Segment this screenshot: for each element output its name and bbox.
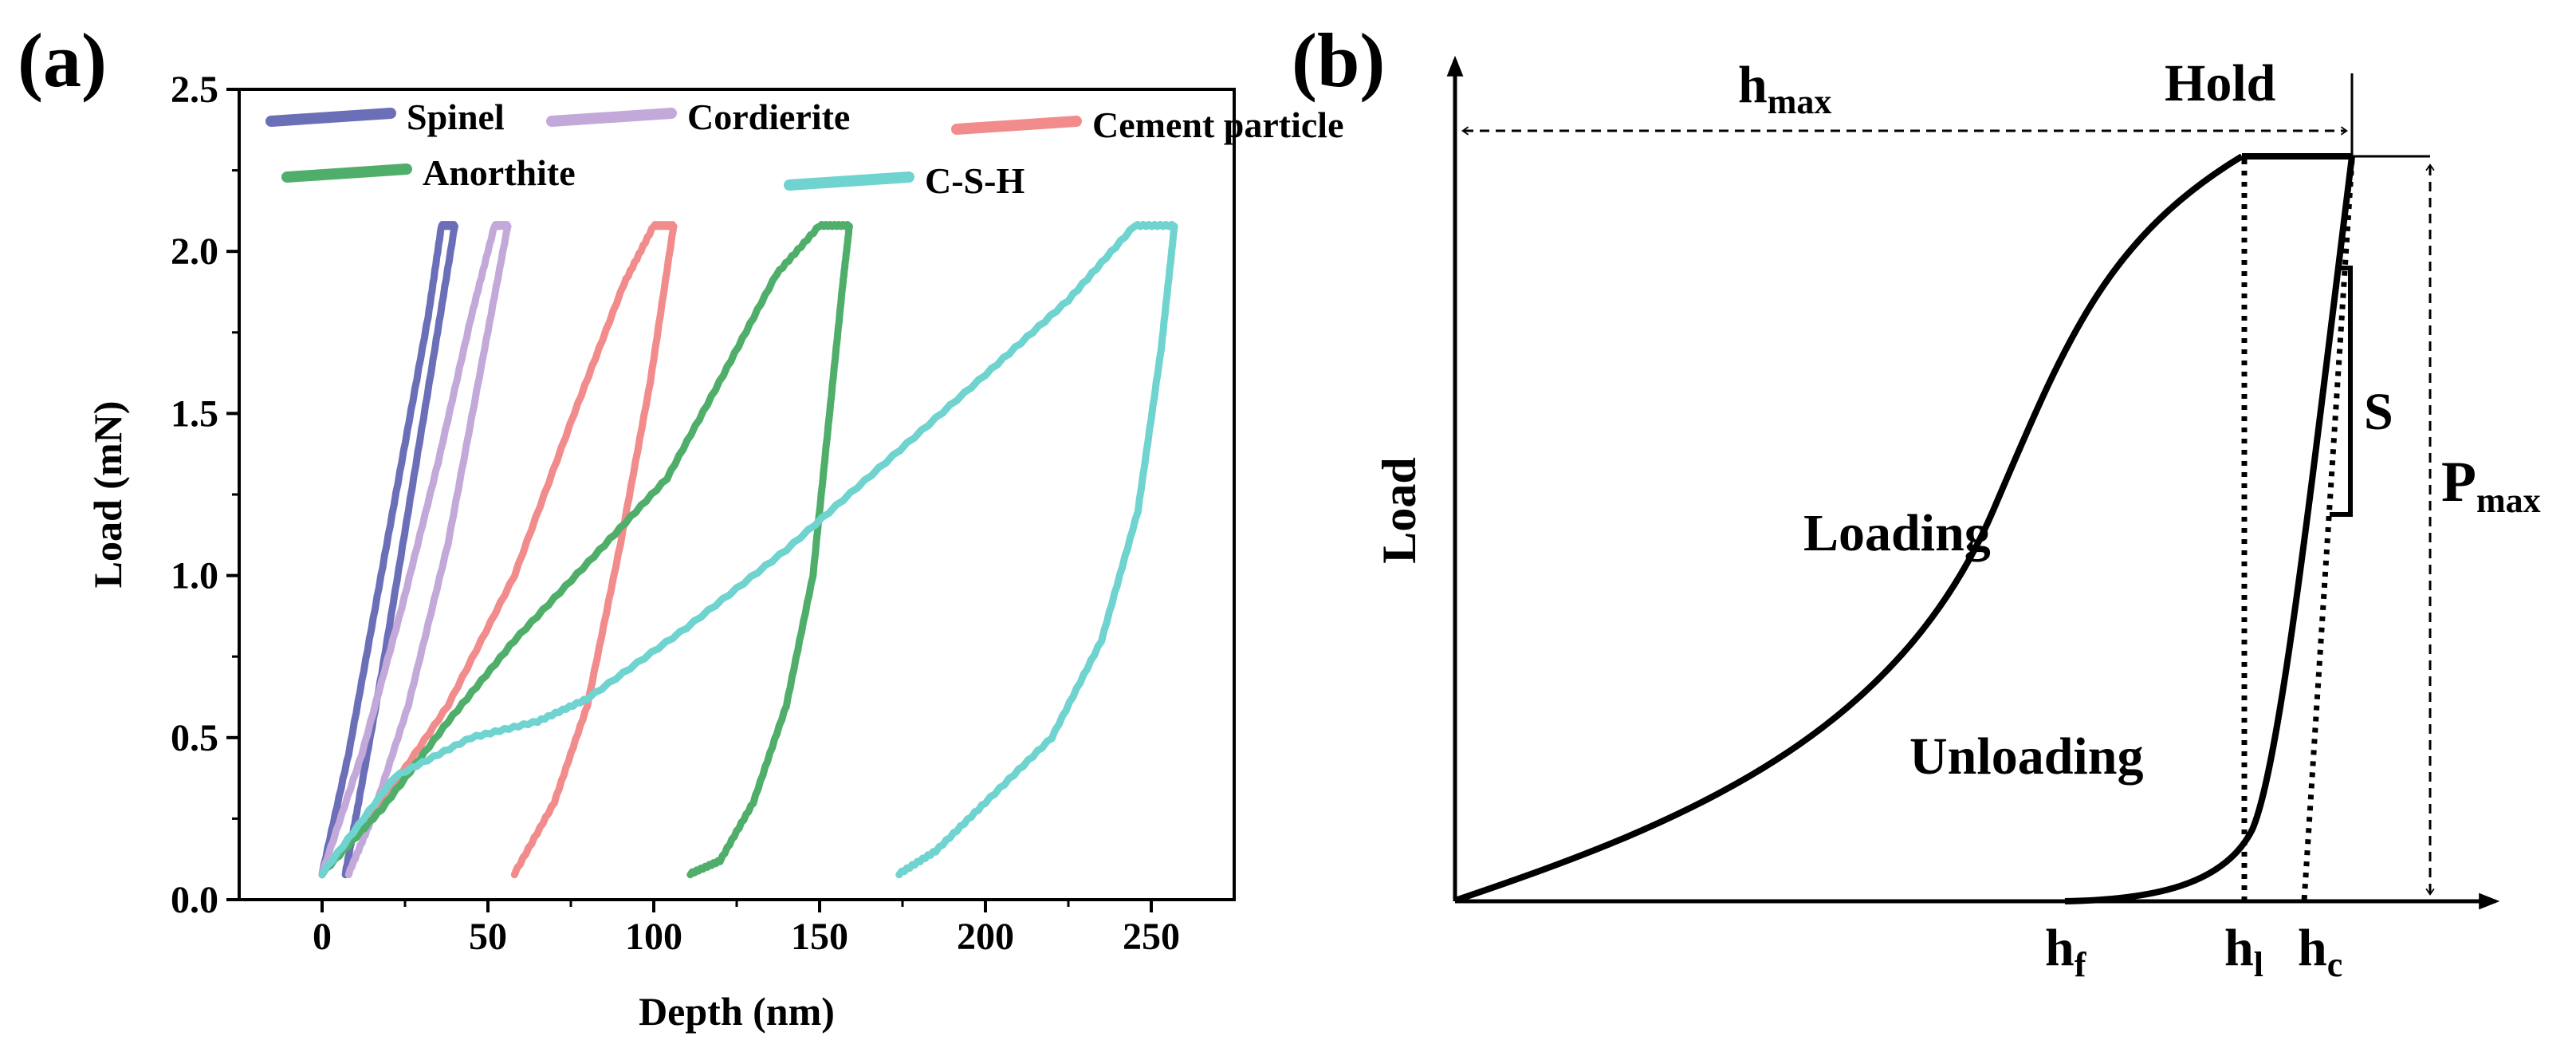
legend-swatch-c-s-h — [784, 171, 914, 191]
series-anorthite-unloading — [686, 223, 853, 879]
series-spinel-unloading — [341, 223, 458, 879]
legend-swatch-anorthite — [281, 164, 412, 183]
chart-b: hmax Hold Loading Unloading S Pmax Load … — [1373, 54, 2541, 984]
legend-label-anorthite: Anorthite — [423, 152, 576, 193]
panel-b-label: (b) — [1292, 18, 1385, 103]
chart-a-x-tick-label: 100 — [625, 916, 682, 958]
panel-a-label: (a) — [18, 18, 107, 103]
chart-a-x-tick-label: 50 — [469, 916, 507, 958]
chart-b-y-axis-label: Load — [1373, 457, 1426, 563]
chart-a-y-tick-label: 1.0 — [171, 555, 218, 597]
chart-b-stiffness-label: S — [2364, 383, 2393, 441]
legend-label-c-s-h: C-S-H — [925, 160, 1025, 201]
chart-a-y-tick-label: 2.5 — [171, 69, 218, 111]
chart-b-hc-tangent-line — [2301, 159, 2355, 902]
series-anorthite-loading — [318, 223, 824, 879]
chart-a-y-tick-label: 1.5 — [171, 392, 218, 435]
chart-b-unloading-curve — [2064, 156, 2355, 904]
chart-a-ticks: 0 50 100 150 200 250 0.0 0.5 1.0 1.5 2.0 2.5 — [171, 69, 1180, 958]
chart-b-unloading-label: Unloading — [1909, 727, 2143, 786]
chart-a-y-tick-label: 0.5 — [171, 717, 218, 759]
chart-b-hmax-label: hmax — [1738, 56, 1831, 121]
chart-a-x-tick-label: 200 — [957, 916, 1014, 958]
chart-b-hl-label: hl — [2224, 919, 2263, 984]
chart-a-y-axis-label: Load (mN) — [85, 401, 130, 589]
legend-swatch-cordierite — [546, 108, 677, 127]
series-anorthite-hold — [816, 221, 853, 230]
legend-label-spinel: Spinel — [407, 97, 505, 137]
chart-a-y-tick-label: 0.0 — [171, 879, 218, 921]
chart-a-x-tick-label: 0 — [313, 916, 332, 958]
chart-a-x-tick-label: 250 — [1123, 916, 1180, 958]
series-cement-particle-unloading — [510, 223, 678, 879]
chart-b-hf-label: hf — [2045, 919, 2087, 984]
series-c-s-h-unloading — [895, 223, 1178, 879]
series-c-s-h-loading — [318, 223, 1139, 879]
chart-b-hold-label: Hold — [2165, 54, 2275, 112]
series-c-s-h-hold — [1131, 221, 1178, 230]
chart-a-x-axis-label: Depth (nm) — [639, 989, 835, 1034]
chart-a-legend: Spinel Cordierite Cement particle Anorthite… — [265, 97, 1344, 201]
legend-swatch-cement-particle — [951, 116, 1082, 135]
legend-label-cement-particle: Cement particle — [1092, 104, 1344, 145]
legend-label-cordierite: Cordierite — [687, 97, 850, 137]
chart-b-stiffness-bracket — [2330, 266, 2353, 517]
series-spinel-loading — [318, 223, 446, 879]
chart-a-y-tick-label: 2.0 — [171, 230, 218, 273]
chart-a: 0 50 100 150 200 250 0.0 0.5 1.0 1.5 2.0 2.5 Spinel… — [85, 69, 1344, 1034]
legend-swatch-spinel — [265, 108, 396, 127]
chart-b-pmax-label: Pmax — [2441, 450, 2541, 520]
chart-a-series — [318, 221, 1178, 879]
chart-a-x-tick-label: 150 — [791, 916, 848, 958]
series-cordierite-loading — [318, 223, 498, 879]
chart-b-hc-label: hc — [2298, 919, 2342, 984]
chart-b-loading-curve — [1456, 153, 2244, 903]
chart-b-loading-label: Loading — [1803, 504, 1991, 562]
chart-a-plot-frame — [238, 88, 1236, 901]
